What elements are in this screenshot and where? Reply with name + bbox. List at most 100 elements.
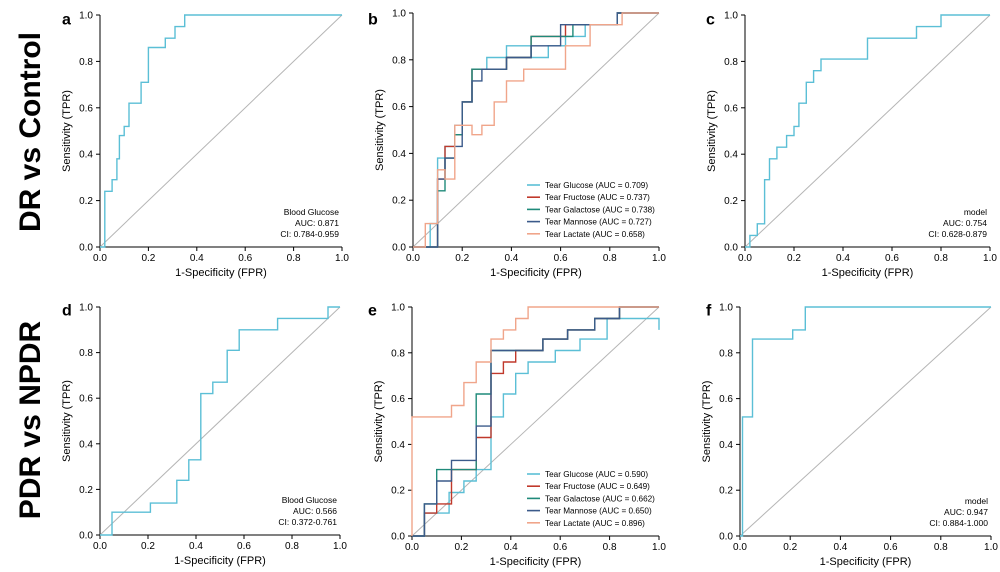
x-tick-label: 0.0 [738,253,752,264]
y-axis-title: Sensitivity (TPR) [373,381,385,463]
y-tick-label: 1.0 [392,9,406,20]
y-tick-label: 0.4 [719,440,733,451]
panel-letter-b: b [368,11,378,28]
y-axis-title: Sensitivity (TPR) [61,380,73,462]
y-tick-label: 0.2 [79,196,93,207]
x-tick-label: 0.8 [287,253,301,264]
panel-letter-a: a [62,11,71,28]
roc-curve-main [745,14,990,248]
x-tick-label: 1.0 [333,541,347,552]
x-tick-label: 0.0 [93,253,107,264]
x-tick-label: 0.4 [504,542,518,553]
y-tick-label: 0.4 [724,150,738,161]
legend-label-lactate: Tear Lactate (AUC = 0.658) [545,230,645,239]
legend-label-glucose: Tear Glucose (AUC = 0.590) [545,470,648,479]
y-tick-label: 0.0 [392,243,406,254]
y-tick-label: 0.6 [79,103,93,114]
x-tick-label: 0.2 [783,542,797,553]
legend-label-fructose: Tear Fructose (AUC = 0.737) [545,193,650,202]
x-tick-label: 0.4 [833,542,847,553]
row-label-dr-vs-control: DR vs Control [14,32,47,232]
x-tick-label: 0.8 [285,541,299,552]
x-tick-label: 0.2 [787,253,801,264]
x-tick-label: 0.8 [934,542,948,553]
y-tick-label: 0.2 [79,485,93,496]
x-axis-title: 1-Specificity (FPR) [822,267,914,279]
annotation-line: CI: 0.372-0.761 [278,517,337,527]
y-tick-label: 0.2 [719,486,733,497]
y-tick-label: 0.0 [79,531,93,542]
y-tick-label: 0.4 [79,150,93,161]
x-tick-label: 0.0 [406,253,420,264]
roc-curve-main [100,306,340,536]
diagonal-reference-line [99,306,341,536]
y-tick-label: 0.8 [392,55,406,66]
x-tick-label: 0.6 [885,253,899,264]
annotation-line: CI: 0.884-1.000 [929,518,988,528]
x-tick-label: 1.0 [335,253,349,264]
x-tick-label: 0.6 [553,542,567,553]
panel-e: e 0.0 0.2 0.4 0.6 0.8 1.0 0.0 0.2 0.4 0.6 0.8 1.0 1-S… [368,302,666,568]
row-label-pdr-vs-npdr: PDR vs NPDR [14,320,47,519]
x-axis-title: 1-Specificity (FPR) [175,267,267,279]
y-tick-label: 0.0 [724,243,738,254]
x-axis-title: 1-Specificity (FPR) [174,555,266,567]
x-tick-label: 0.2 [454,542,468,553]
x-tick-label: 0.8 [603,542,617,553]
y-tick-label: 1.0 [79,303,93,314]
roc-curve-lactate [413,12,659,248]
x-axis-title: 1-Specificity (FPR) [490,267,582,279]
annotation-line: model [964,207,987,217]
roc-curve-mannose [412,306,659,537]
y-tick-label: 1.0 [391,303,405,314]
x-tick-label: 0.6 [237,541,251,552]
x-tick-label: 0.2 [141,541,155,552]
x-tick-label: 0.4 [504,253,518,264]
y-tick-label: 0.4 [391,440,405,451]
x-tick-label: 0.0 [733,542,747,553]
y-axis-title: Sensitivity (TPR) [701,381,713,463]
legend-label-galactose: Tear Galactose (AUC = 0.738) [545,205,655,214]
roc-curve-mannose [413,12,659,248]
x-tick-label: 0.0 [93,541,107,552]
y-tick-label: 1.0 [724,11,738,22]
legend-label-mannose: Tear Mannose (AUC = 0.650) [545,507,652,516]
y-tick-label: 0.8 [724,57,738,68]
x-tick-label: 0.4 [189,541,203,552]
y-tick-label: 0.0 [391,532,405,543]
annotation-line: AUC: 0.566 [293,506,337,516]
panel-d: d 0.0 0.2 0.4 0.6 0.8 1.0 0.0 0.2 0.4 0.6 0.8 1.0 1-S… [61,302,347,567]
y-axis-title: Sensitivity (TPR) [374,89,386,171]
x-axis-title: 1-Specificity (FPR) [490,556,582,568]
x-tick-label: 0.8 [934,253,948,264]
y-tick-label: 0.4 [392,149,406,160]
annotation-line: AUC: 0.754 [943,218,987,228]
legend-label-glucose: Tear Glucose (AUC = 0.709) [545,181,648,190]
diagonal-reference-line [99,14,343,248]
diagonal-reference-line [744,14,991,248]
annotation-line: CI: 0.784-0.959 [280,229,339,239]
annotation-line: model [965,496,988,506]
roc-curve-main [740,306,991,537]
x-axis-title: 1-Specificity (FPR) [820,556,912,568]
panel-c: c 0.0 0.2 0.4 0.6 0.8 1.0 0.0 0.2 0.4 0.6 0.8 1.0 1-S… [706,11,997,280]
annotation-line: Blood Glucose [282,495,338,505]
panel-b: b 0.0 0.2 0.4 0.6 0.8 1.0 0.0 0.2 0.4 0.6 0.8 1.0 1-S… [368,9,666,280]
diagonal-reference-line [412,12,660,248]
annotation-line: AUC: 0.947 [944,507,988,517]
y-tick-label: 0.2 [391,486,405,497]
diagonal-reference-line [411,306,660,537]
y-tick-label: 1.0 [79,11,93,22]
y-tick-label: 0.0 [719,532,733,543]
y-tick-label: 0.2 [724,196,738,207]
panel-f: f 0.0 0.2 0.4 0.6 0.8 1.0 0.0 0.2 0.4 0.6 0.8 1.0 1-S… [701,302,998,568]
y-tick-label: 0.2 [392,196,406,207]
y-tick-label: 0.8 [79,57,93,68]
diagonal-reference-line [739,306,992,537]
y-axis-title: Sensitivity (TPR) [61,90,73,172]
roc-curve-glucose [412,317,660,537]
y-tick-label: 0.4 [79,439,93,450]
x-tick-label: 0.4 [836,253,850,264]
y-tick-label: 0.6 [391,394,405,405]
